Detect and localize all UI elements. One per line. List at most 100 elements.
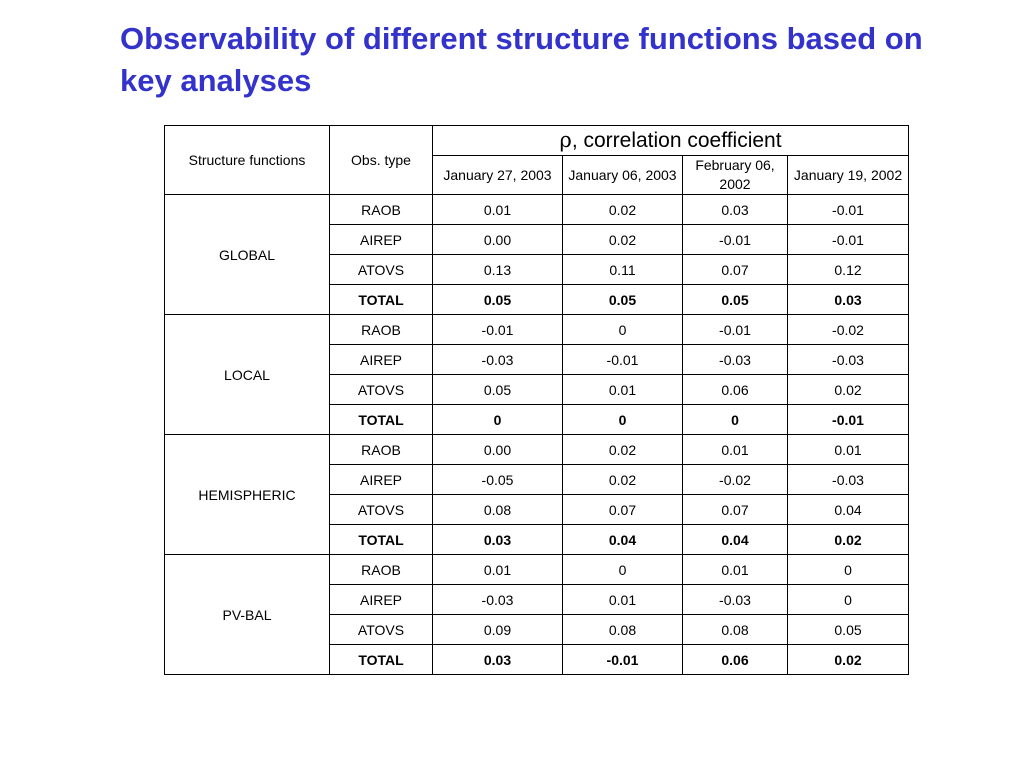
obs-type-cell: AIREP xyxy=(329,584,433,615)
correlation-value-cell: 0.02 xyxy=(786,524,910,555)
obs-type-cell: AIREP xyxy=(329,224,433,255)
correlation-value-cell: 0.04 xyxy=(786,494,910,525)
correlation-value-cell: 0.01 xyxy=(682,434,788,465)
correlation-value-cell: 0.09 xyxy=(432,614,563,645)
correlation-label: , correlation coefficient xyxy=(571,129,782,152)
obs-type-cell: TOTAL xyxy=(329,524,433,555)
table-row: GLOBAL RAOB 0.01 0.02 0.03 -0.01 xyxy=(164,194,910,315)
correlation-value-cell: 0 xyxy=(562,554,683,585)
correlation-value-cell: 0.00 xyxy=(432,434,563,465)
correlation-value-cell: 0.05 xyxy=(432,374,563,405)
correlation-value-cell: 0.07 xyxy=(682,254,788,285)
correlation-value-cell: -0.03 xyxy=(682,344,788,375)
obs-type-cell: RAOB xyxy=(329,554,433,585)
table-row: AIREP -0.03 -0.01 -0.03 -0.03 xyxy=(165,344,910,375)
obs-type-cell: ATOVS xyxy=(329,614,433,645)
table-body: GLOBAL RAOB 0.01 0.02 0.03 -0.01 AIREP 0.00 0.02… xyxy=(164,194,910,675)
correlation-value-cell: -0.01 xyxy=(786,224,910,255)
correlation-value-cell: 0 xyxy=(562,404,683,435)
table-row: ATOVS 0.08 0.07 0.07 0.04 xyxy=(165,494,910,525)
correlation-value-cell: 0.02 xyxy=(786,374,910,405)
table-row: HEMISPHERIC RAOB 0.00 0.02 0.01 0.01 xyxy=(164,434,910,555)
obs-type-cell: AIREP xyxy=(329,344,433,375)
correlation-value-cell: -0.01 xyxy=(786,404,910,435)
obs-type-cell: ATOVS xyxy=(329,374,433,405)
table-row: ATOVS 0.09 0.08 0.08 0.05 xyxy=(165,614,910,645)
correlation-value-cell: 0.02 xyxy=(562,194,683,225)
correlation-value-cell: 0.07 xyxy=(562,494,683,525)
obs-type-cell: RAOB xyxy=(329,194,433,225)
correlation-value-cell: 0.01 xyxy=(786,434,910,465)
correlation-value-cell: -0.03 xyxy=(432,344,563,375)
correlation-value-cell: -0.01 xyxy=(562,644,683,675)
obs-type-cell: TOTAL xyxy=(329,644,433,675)
correlation-value-cell: 0.01 xyxy=(432,554,563,585)
correlation-value-cell: -0.01 xyxy=(562,344,683,375)
correlation-value-cell: 0 xyxy=(786,584,910,615)
correlation-value-cell: 0.11 xyxy=(562,254,683,285)
table-row: TOTAL 0.05 0.05 0.05 0.03 xyxy=(165,284,910,315)
correlation-value-cell: -0.03 xyxy=(786,344,910,375)
correlation-value-cell: 0.04 xyxy=(562,524,683,555)
correlation-value-cell: 0.01 xyxy=(562,374,683,405)
correlation-value-cell: -0.01 xyxy=(682,224,788,255)
correlation-value-cell: 0.07 xyxy=(682,494,788,525)
correlation-value-cell: 0.03 xyxy=(786,284,910,315)
table-row: AIREP -0.05 0.02 -0.02 -0.03 xyxy=(165,464,910,495)
structure-function-name: LOCAL xyxy=(164,314,330,435)
correlation-value-cell: 0 xyxy=(562,314,683,345)
correlation-value-cell: -0.03 xyxy=(682,584,788,615)
correlation-value-cell: 0.12 xyxy=(786,254,910,285)
table-row: LOCAL RAOB -0.01 0 -0.01 -0.02 xyxy=(164,314,910,435)
correlation-value-cell: 0.13 xyxy=(432,254,563,285)
structure-function-name: GLOBAL xyxy=(164,194,330,315)
correlation-value-cell: -0.05 xyxy=(432,464,563,495)
correlation-value-cell: 0 xyxy=(786,554,910,585)
correlation-value-cell: 0.01 xyxy=(562,584,683,615)
correlation-value-cell: 0.02 xyxy=(562,434,683,465)
correlation-value-cell: -0.01 xyxy=(682,314,788,345)
table-row: PV-BAL RAOB 0.01 0 0.01 0 xyxy=(164,554,910,675)
table-row: TOTAL 0.03 0.04 0.04 0.02 xyxy=(165,524,910,555)
header-date: January 27, 2003 xyxy=(432,155,563,195)
obs-type-cell: AIREP xyxy=(329,464,433,495)
correlation-table: Structure functions Obs. type ρ, correla… xyxy=(164,125,910,675)
correlation-value-cell: 0.08 xyxy=(562,614,683,645)
correlation-value-cell: 0.02 xyxy=(562,464,683,495)
obs-type-cell: TOTAL xyxy=(329,284,433,315)
table-row: AIREP 0.00 0.02 -0.01 -0.01 xyxy=(165,224,910,255)
header-date: January 19, 2002 xyxy=(786,155,910,195)
correlation-value-cell: -0.02 xyxy=(786,314,910,345)
correlation-value-cell: 0.01 xyxy=(432,194,563,225)
header-structure-functions: Structure functions xyxy=(164,125,330,195)
table-row: TOTAL 0.03 -0.01 0.06 0.02 xyxy=(165,644,910,675)
correlation-value-cell: 0.08 xyxy=(432,494,563,525)
obs-type-cell: ATOVS xyxy=(329,254,433,285)
header-obs-type: Obs. type xyxy=(329,125,433,195)
table-row: ATOVS 0.05 0.01 0.06 0.02 xyxy=(165,374,910,405)
header-date: January 06, 2003 xyxy=(562,155,683,195)
correlation-value-cell: 0.02 xyxy=(786,644,910,675)
correlation-value-cell: -0.03 xyxy=(786,464,910,495)
correlation-value-cell: 0.05 xyxy=(786,614,910,645)
correlation-value-cell: -0.01 xyxy=(786,194,910,225)
obs-type-cell: TOTAL xyxy=(329,404,433,435)
structure-function-name: PV-BAL xyxy=(164,554,330,675)
header-correlation-coefficient: ρ, correlation coefficient xyxy=(431,125,910,156)
correlation-value-cell: 0.08 xyxy=(682,614,788,645)
correlation-value-cell: 0.05 xyxy=(562,284,683,315)
obs-type-cell: RAOB xyxy=(329,314,433,345)
table-row: ATOVS 0.13 0.11 0.07 0.12 xyxy=(165,254,910,285)
rho-symbol: ρ xyxy=(559,128,572,152)
correlation-value-cell: 0.03 xyxy=(682,194,788,225)
correlation-value-cell: -0.02 xyxy=(682,464,788,495)
correlation-value-cell: 0.03 xyxy=(432,524,563,555)
slide-title: Observability of different structure fun… xyxy=(120,21,923,98)
correlation-value-cell: 0.06 xyxy=(682,644,788,675)
correlation-value-cell: 0.00 xyxy=(432,224,563,255)
correlation-value-cell: 0.04 xyxy=(682,524,788,555)
correlation-value-cell: 0 xyxy=(682,404,788,435)
correlation-value-cell: 0.05 xyxy=(682,284,788,315)
correlation-value-cell: -0.03 xyxy=(432,584,563,615)
correlation-value-cell: 0.03 xyxy=(432,644,563,675)
